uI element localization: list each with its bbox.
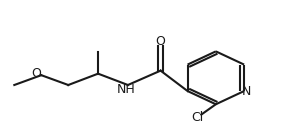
Text: NH: NH <box>117 83 136 96</box>
Text: N: N <box>242 85 251 98</box>
Text: O: O <box>31 67 41 80</box>
Text: Cl: Cl <box>191 111 203 124</box>
Text: O: O <box>156 35 166 48</box>
